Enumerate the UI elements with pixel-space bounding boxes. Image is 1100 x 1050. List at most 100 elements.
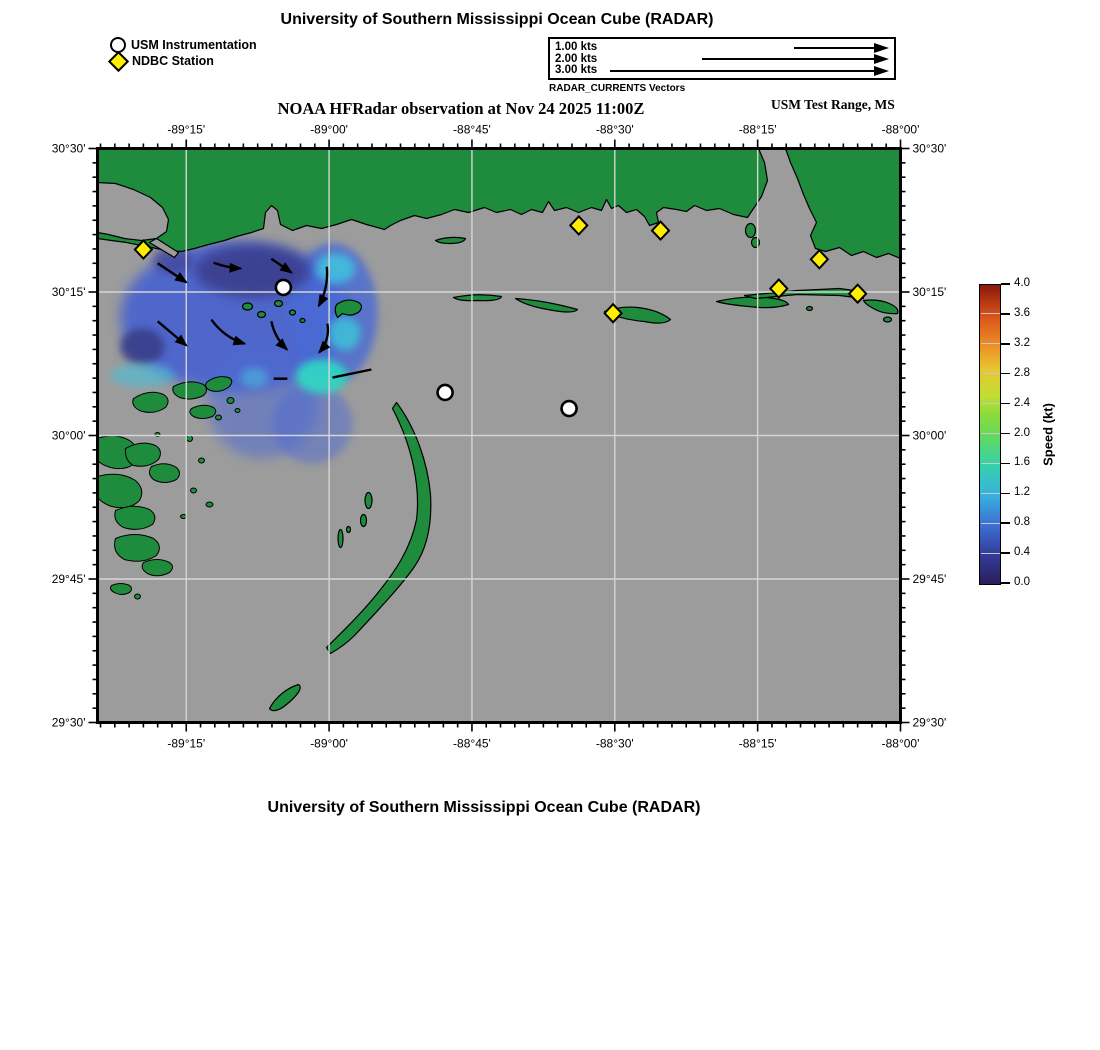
current-vector-arrow — [210, 318, 247, 346]
vector-scale-entry-label: 3.00 kts — [555, 64, 598, 76]
vector-scale-arrowhead-icon — [874, 54, 889, 64]
vector-scale-entry-label: 2.00 kts — [555, 52, 598, 65]
observation-subtitle: NOAA HFRadar observation at Nov 24 2025 … — [277, 99, 645, 118]
lon-tick-label: -89°00' — [310, 737, 348, 751]
speed-patch — [120, 328, 165, 365]
lat-tick-label: 30°15' — [913, 285, 947, 299]
legend-ndbc-label: NDBC Station — [132, 54, 214, 68]
lat-tick-label: 30°30' — [913, 142, 947, 156]
page-title: University of Southern Mississippi Ocean… — [280, 11, 714, 28]
current-vector-arrow — [317, 266, 329, 308]
lon-tick-label: -88°30' — [596, 123, 634, 137]
legend-item-ndbc: NDBC Station — [107, 50, 257, 72]
speed-patch — [194, 244, 311, 297]
current-vector-arrow — [157, 262, 188, 284]
graticule-grid — [97, 148, 901, 723]
vector-scale-line — [610, 69, 876, 72]
land-alabama — [784, 148, 901, 260]
colorbar-tick-label: 2.4 — [1014, 396, 1030, 409]
colorbar-tick — [1001, 552, 1010, 554]
colorbar-tick — [1001, 582, 1010, 584]
current-vector-arrow — [213, 261, 243, 273]
lat-tick-label: 30°15' — [52, 285, 86, 299]
colorbar-tick-label: 2.0 — [1014, 426, 1030, 439]
ndbc-station-marker — [809, 248, 830, 270]
bay-channel — [148, 237, 180, 259]
colorbar-tick-label: 2.8 — [1014, 366, 1030, 379]
current-vector-arrows — [156, 257, 372, 380]
lon-tick-label: -88°00' — [882, 123, 920, 137]
colorbar-tick-label: 3.2 — [1014, 336, 1030, 349]
island-deer — [434, 236, 467, 245]
map-legend: USM Instrumentation NDBC Station — [107, 37, 257, 72]
test-range-label: USM Test Range, MS — [771, 97, 895, 112]
colorbar-tick — [1001, 372, 1010, 375]
island-horn — [603, 306, 672, 324]
vector-scale-line — [702, 58, 876, 61]
speed-patch — [328, 316, 361, 351]
island-cat — [334, 299, 363, 319]
current-vector-arrow — [270, 321, 289, 351]
legend-usm-label: USM Instrumentation — [131, 38, 257, 52]
colorbar-gridline — [981, 492, 1000, 494]
colorbar-tick — [1001, 462, 1010, 465]
bottom-title: University of Southern Mississippi Ocean… — [267, 799, 701, 816]
ndbc-station-marker — [133, 239, 154, 260]
usm-instrumentation-marker — [560, 399, 578, 418]
lon-tick-label: -88°45' — [453, 123, 491, 137]
colorbar-gridline — [981, 403, 1000, 405]
vector-scale-entry-label: 1.00 kts — [555, 41, 598, 53]
colorbar-tick — [1001, 343, 1010, 345]
colorbar-gridline — [981, 433, 1000, 434]
usm-instrumentation-marker — [436, 383, 454, 402]
island-west-ship — [452, 294, 503, 302]
speed-patch — [110, 363, 175, 388]
island-chandeleur — [325, 401, 432, 655]
lon-tick-label: -88°00' — [882, 737, 920, 751]
speed-colorbar — [979, 284, 1001, 585]
current-vector-arrow — [332, 368, 372, 379]
lon-tick-label: -89°15' — [167, 737, 205, 751]
colorbar-tick-label: 0.4 — [1014, 546, 1030, 559]
colorbar-axis-label: Speed (kt) — [1040, 403, 1056, 466]
colorbar-gridline — [981, 343, 1000, 345]
usm-instrumentation-marker — [274, 278, 293, 297]
colorbar-tick-label: 1.2 — [1014, 486, 1030, 499]
vector-scale-caption: RADAR_CURRENTS Vectors — [549, 83, 686, 94]
current-vector-arrow — [156, 320, 188, 347]
colorbar-tick-label: 0.8 — [1014, 516, 1030, 529]
legend-item-usm: USM Instrumentation — [110, 37, 257, 53]
colorbar-tick — [1001, 283, 1010, 285]
lon-tick-label: -88°15' — [739, 737, 777, 751]
colorbar-tick — [1001, 313, 1010, 315]
lon-tick-label: -89°15' — [167, 123, 205, 137]
colorbar-gridline — [981, 313, 1000, 315]
speed-patch — [295, 359, 348, 394]
vector-scale-line — [794, 46, 876, 49]
colorbar-gridline — [981, 462, 1000, 464]
inland-bay — [97, 181, 170, 242]
lat-tick-label: 29°45' — [913, 572, 947, 586]
colorbar-tick-label: 4.0 — [1014, 277, 1030, 289]
colorbar-tick — [1001, 492, 1010, 495]
ndbc-station-marker — [650, 220, 671, 242]
station-markers — [133, 214, 868, 418]
colorbar-gridline — [981, 373, 1000, 375]
island-dauphin — [743, 287, 865, 300]
colorbar-gridline — [981, 552, 1000, 554]
colorbar-tick — [1001, 402, 1010, 405]
colorbar-tick — [1001, 522, 1010, 524]
land-coastline — [97, 148, 901, 712]
map-plot: -89°15' -89°15' -89°00' -89°00' -88°45' -88°4… — [52, 123, 947, 751]
speed-patch — [315, 253, 356, 284]
speed-patch — [287, 243, 378, 384]
island-east-ship — [514, 297, 579, 313]
lon-tick-label: -89°00' — [310, 123, 348, 137]
lat-tick-label: 30°00' — [913, 429, 947, 443]
vector-scale-arrowhead-icon — [874, 65, 889, 76]
lat-tick-label: 29°30' — [52, 716, 86, 730]
colorbar-tick-label: 0.0 — [1014, 576, 1030, 588]
land-mississippi — [97, 148, 769, 253]
colorbar-gridline — [981, 522, 1000, 524]
island-south-pass — [268, 683, 301, 712]
